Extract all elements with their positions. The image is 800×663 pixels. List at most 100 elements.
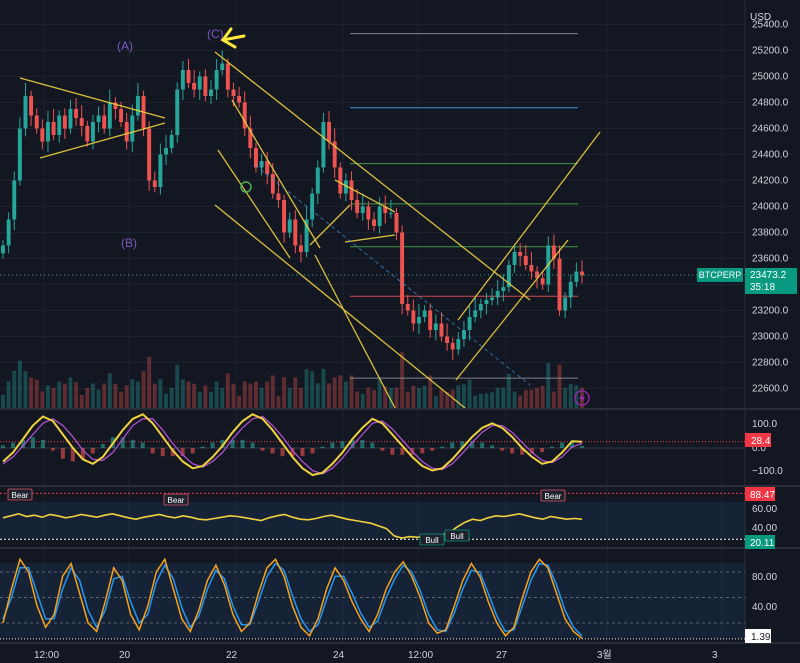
volume-bar	[405, 391, 410, 408]
candle	[152, 180, 157, 187]
candle	[445, 336, 450, 343]
lightning-icon[interactable]	[574, 390, 590, 406]
candle	[338, 167, 343, 194]
macd-histogram-bar	[560, 442, 565, 448]
wave-label-a: (A)	[117, 39, 133, 53]
candle	[259, 161, 264, 168]
candlestick-series[interactable]	[1, 50, 584, 360]
candle	[310, 193, 315, 220]
candle	[467, 317, 472, 330]
macd-indicator[interactable]	[0, 413, 745, 477]
divergence-tag	[163, 493, 189, 506]
stochastic-indicator[interactable]	[0, 557, 745, 640]
volume-bar	[372, 389, 376, 408]
time-label-7: 3월	[597, 649, 612, 661]
candle	[158, 154, 163, 187]
volume-bar	[68, 377, 73, 408]
marker-circle[interactable]	[240, 181, 252, 193]
volume-bar	[169, 387, 174, 408]
volume-bar	[461, 384, 466, 408]
macd-histogram-bar	[210, 442, 215, 448]
price-tick: 24400.0	[752, 150, 789, 161]
candle	[495, 291, 500, 298]
candle	[51, 122, 56, 135]
svg-text:BTCPERP: BTCPERP	[699, 270, 742, 280]
time-label-5: 12:00	[408, 650, 433, 661]
macd-histogram-bar	[520, 448, 525, 455]
rsi-indicator[interactable]: Bear Bear Bull Bull Bear	[0, 488, 745, 546]
time-axis[interactable]: 12:00 20 22 24 12:00 27 3월 3	[34, 649, 718, 661]
volume-bar	[23, 371, 28, 408]
volume-bar	[209, 391, 213, 408]
macd-tick-neg100: −100.0	[752, 466, 783, 477]
macd-histogram-bar	[30, 437, 35, 448]
volume-bar	[74, 382, 79, 408]
candle	[147, 128, 152, 181]
macd-last-value: 28.4	[751, 436, 771, 447]
candle	[473, 310, 478, 317]
candle	[265, 161, 270, 174]
time-label-2: 20	[119, 650, 131, 661]
macd-histogram-bar	[550, 446, 555, 448]
volume-bar	[417, 387, 421, 408]
macd-histogram-bar	[350, 439, 355, 448]
volume-bar	[293, 377, 298, 408]
time-label-4: 24	[333, 650, 345, 661]
candle	[186, 70, 191, 83]
candle	[332, 141, 337, 168]
volume-bar	[51, 387, 56, 408]
volume-bar	[450, 389, 455, 408]
macd-histogram-bar	[370, 442, 375, 448]
candle	[124, 122, 129, 142]
volume-bar	[253, 381, 258, 408]
candle	[327, 122, 332, 142]
volume-bar	[259, 387, 264, 408]
volume-bar	[568, 384, 573, 408]
volume-bar	[551, 391, 556, 408]
candle	[90, 122, 95, 142]
volume-bar	[315, 383, 320, 408]
macd-histogram-bar	[270, 448, 275, 454]
candle	[1, 245, 5, 254]
macd-histogram-bar	[160, 448, 165, 457]
divergence-label: Bear	[168, 496, 185, 505]
volume-bar	[540, 385, 545, 408]
volume-bar	[102, 383, 107, 408]
candle	[23, 96, 28, 129]
currency-label: USD	[750, 12, 771, 23]
macd-histogram-bar	[400, 448, 405, 455]
volume-bar	[1, 395, 5, 408]
candle	[315, 167, 320, 194]
candle	[422, 310, 427, 317]
stoch-value-badge	[745, 629, 771, 643]
candle	[203, 76, 208, 96]
volume-bar	[225, 373, 230, 408]
price-axis[interactable]: 22600.022800.023000.023200.023400.023600…	[752, 20, 789, 395]
volume-bar	[310, 371, 315, 408]
macd-histogram-bar	[340, 441, 345, 448]
candle	[107, 102, 112, 129]
divergence-label: Bear	[545, 492, 562, 501]
price-tick: 24000.0	[752, 202, 789, 213]
candle	[74, 109, 79, 119]
macd-histogram-bar	[330, 442, 335, 448]
channel-drawings[interactable]	[19, 51, 601, 409]
volume-bar	[12, 371, 17, 408]
candle	[102, 115, 107, 129]
volume-bar	[529, 389, 534, 408]
price-tick: 23600.0	[752, 254, 789, 265]
volume-bar	[62, 383, 67, 408]
volume-bar	[231, 383, 236, 408]
candle	[282, 200, 287, 233]
volume-bar	[282, 377, 287, 408]
volume-bar	[152, 383, 157, 408]
candle	[405, 304, 410, 311]
candle	[113, 102, 118, 109]
volume-bar	[304, 369, 309, 408]
volume-bar	[377, 379, 382, 408]
volume-bar	[270, 375, 275, 408]
divergence-tag	[7, 488, 33, 501]
macd-histogram-bar	[570, 441, 575, 448]
candle	[209, 89, 213, 96]
